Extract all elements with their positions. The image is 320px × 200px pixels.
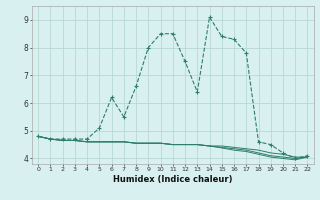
X-axis label: Humidex (Indice chaleur): Humidex (Indice chaleur) <box>113 175 233 184</box>
